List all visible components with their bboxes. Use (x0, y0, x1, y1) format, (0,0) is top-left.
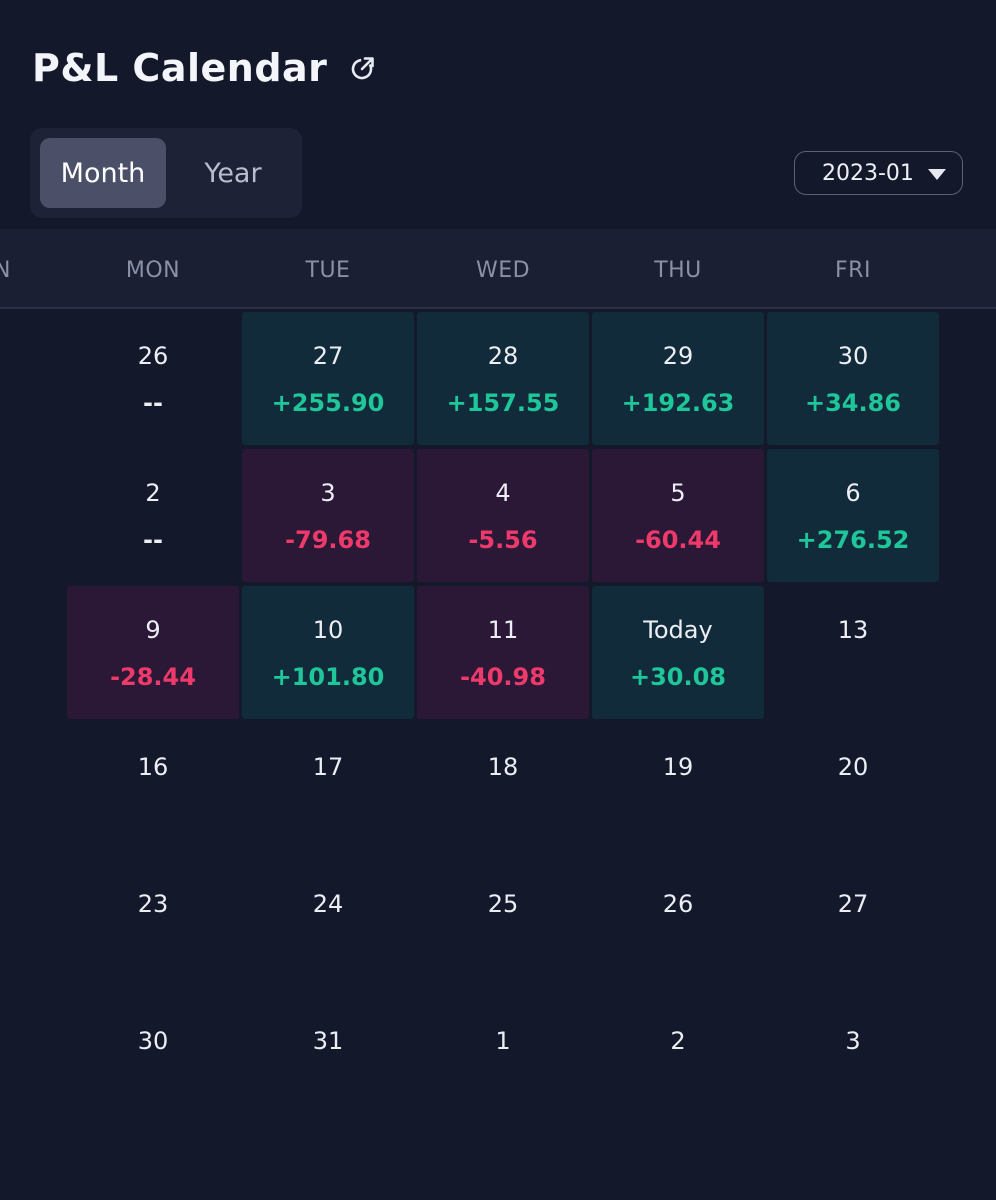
day-number: 28 (487, 342, 519, 370)
calendar-day-cell[interactable]: 23 (67, 860, 239, 993)
calendar-day-cell[interactable]: 28 +157.55 (417, 312, 589, 445)
weekday-fri: FRI (835, 258, 871, 283)
calendar-day-cell[interactable]: 27 (767, 860, 939, 993)
calendar-day-cell[interactable]: 11 -40.98 (417, 586, 589, 719)
calendar-day-cell[interactable]: 27 +255.90 (242, 312, 414, 445)
calendar-day-cell[interactable]: 26 -- (67, 312, 239, 445)
header: P&L Calendar (32, 46, 377, 90)
day-number: Today (643, 616, 713, 644)
calendar-day-cell[interactable]: 2 (592, 997, 764, 1130)
calendar-day-cell[interactable]: 18 (417, 723, 589, 856)
weekday-tue: TUE (305, 258, 351, 283)
weekday-thu: THU (654, 258, 702, 283)
day-number: 3 (320, 479, 336, 507)
calendar-day-cell[interactable]: 17 (242, 723, 414, 856)
calendar-day-cell[interactable]: 20 (767, 723, 939, 856)
calendar-day-cell[interactable]: 9 -28.44 (67, 586, 239, 719)
weekday-partial: N (0, 258, 11, 283)
month-picker-value: 2023-01 (822, 160, 914, 186)
day-pnl-value: +34.86 (804, 389, 902, 417)
day-number: 26 (662, 890, 694, 918)
day-number: 11 (487, 616, 519, 644)
caret-down-icon (928, 169, 946, 180)
calendar-day-cell[interactable]: 10 +101.80 (242, 586, 414, 719)
calendar-day-cell[interactable]: 29 +192.63 (592, 312, 764, 445)
day-pnl-value: -60.44 (635, 526, 721, 554)
day-number: 29 (662, 342, 694, 370)
day-pnl-value: -40.98 (460, 663, 546, 691)
calendar-day-cell[interactable]: 25 (417, 860, 589, 993)
calendar-day-cell[interactable]: 24 (242, 860, 414, 993)
day-number: 20 (837, 753, 869, 781)
year-tab[interactable]: Year (204, 157, 262, 189)
day-number: 27 (837, 890, 869, 918)
day-pnl-value: +276.52 (796, 526, 910, 554)
day-number: 3 (845, 1027, 861, 1055)
view-toggle: Month Year (30, 128, 302, 218)
calendar-day-cell[interactable]: 19 (592, 723, 764, 856)
day-number: 31 (312, 1027, 344, 1055)
month-picker[interactable]: 2023-01 (794, 151, 963, 195)
day-number: 25 (487, 890, 519, 918)
day-number: 27 (312, 342, 344, 370)
day-number: 13 (837, 616, 869, 644)
day-number: 26 (137, 342, 169, 370)
day-pnl-value: +192.63 (621, 389, 735, 417)
day-number: 2 (670, 1027, 686, 1055)
day-number: 30 (137, 1027, 169, 1055)
calendar-day-cell[interactable]: 30 +34.86 (767, 312, 939, 445)
day-number: 23 (137, 890, 169, 918)
calendar-day-cell[interactable]: 30 (67, 997, 239, 1130)
calendar-day-cell[interactable]: 3 (767, 997, 939, 1130)
day-pnl-value: +101.80 (271, 663, 385, 691)
calendar-day-cell[interactable]: 2 -- (67, 449, 239, 582)
calendar-day-cell[interactable]: 13 (767, 586, 939, 719)
calendar-day-cell[interactable]: 1 (417, 997, 589, 1130)
day-pnl-value: -28.44 (110, 663, 196, 691)
day-pnl-value: +157.55 (446, 389, 560, 417)
month-tab[interactable]: Month (40, 138, 166, 208)
day-number: 10 (312, 616, 344, 644)
day-number: 6 (845, 479, 861, 507)
day-number: 18 (487, 753, 519, 781)
calendar-day-cell[interactable]: 4 -5.56 (417, 449, 589, 582)
day-number: 30 (837, 342, 869, 370)
day-pnl-value: +30.08 (629, 663, 727, 691)
calendar-day-cell[interactable]: 5 -60.44 (592, 449, 764, 582)
day-number: 5 (670, 479, 686, 507)
day-number: 1 (495, 1027, 511, 1055)
day-pnl-value: -- (143, 526, 163, 554)
day-pnl-value: -79.68 (285, 526, 371, 554)
day-number: 19 (662, 753, 694, 781)
calendar-day-cell[interactable]: 26 (592, 860, 764, 993)
day-number: 16 (137, 753, 169, 781)
calendar-day-cell[interactable]: 16 (67, 723, 239, 856)
day-number: 17 (312, 753, 344, 781)
calendar-day-cell[interactable]: 6 +276.52 (767, 449, 939, 582)
weekday-mon: MON (125, 258, 181, 283)
calendar-day-cell[interactable]: 31 (242, 997, 414, 1130)
calendar-day-cell[interactable]: 3 -79.68 (242, 449, 414, 582)
external-link-icon[interactable] (349, 54, 377, 82)
day-number: 2 (145, 479, 161, 507)
day-pnl-value: -- (143, 389, 163, 417)
day-pnl-value: +255.90 (271, 389, 385, 417)
page-title: P&L Calendar (32, 46, 328, 90)
day-pnl-value: -5.56 (468, 526, 538, 554)
weekday-wed: WED (475, 258, 531, 283)
day-number: 24 (312, 890, 344, 918)
day-number: 4 (495, 479, 511, 507)
day-number: 9 (145, 616, 161, 644)
calendar-day-cell[interactable]: Today +30.08 (592, 586, 764, 719)
weekday-header: N MON TUE WED THU FRI (0, 229, 996, 309)
